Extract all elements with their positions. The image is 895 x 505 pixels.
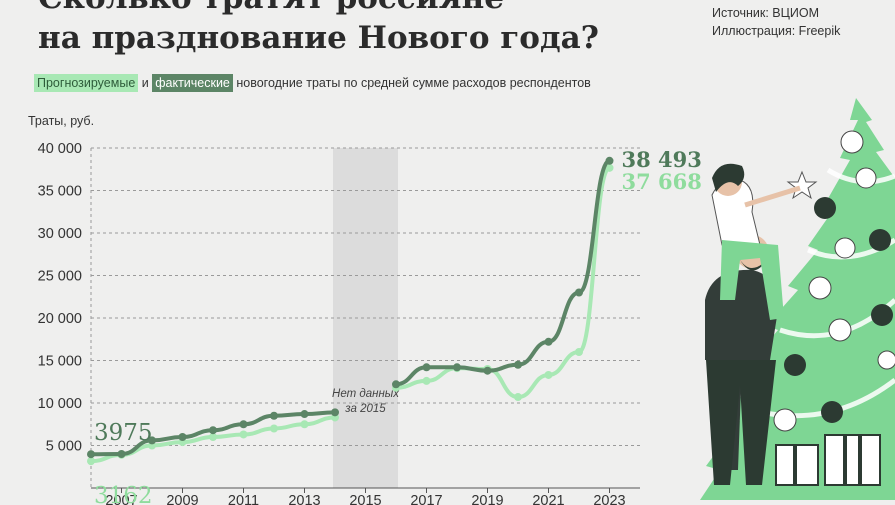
data-point-actual: [148, 436, 156, 445]
data-point-forecast: [422, 376, 431, 385]
ornament: [871, 304, 893, 326]
y-tick-label: 40 000: [38, 141, 82, 157]
y-tick-label: 35 000: [38, 184, 82, 200]
data-point-forecast: [87, 457, 95, 466]
grid-lines: [90, 147, 640, 488]
y-tick-label: 5 000: [46, 439, 82, 455]
data-point-actual: [239, 420, 248, 429]
father-beard: [738, 256, 768, 271]
x-tick-label: 2011: [228, 493, 259, 505]
ornament: [821, 401, 843, 423]
no-data-note-line2: за 2015: [344, 403, 386, 415]
x-tick-label: 2023: [593, 493, 625, 505]
data-point-actual: [514, 360, 522, 369]
gift-stripes: [793, 435, 862, 485]
end-label-forecast: 37 668: [622, 169, 702, 194]
source-block: Источник: ВЦИОМ Иллюстрация: Freepik: [712, 4, 840, 40]
x-tick-label: 2009: [166, 493, 198, 505]
illustration-credit: Иллюстрация: Freepik: [712, 24, 841, 38]
data-point-forecast: [605, 163, 614, 172]
ornament: [808, 276, 832, 300]
source-text: Источник: ВЦИОМ: [712, 6, 820, 20]
title-line-1: Сколько тратят россияне: [38, 0, 504, 16]
series-lines: [87, 156, 614, 466]
y-tick-label: 15 000: [38, 354, 82, 370]
data-point-actual: [87, 450, 95, 459]
girl-hair: [712, 163, 745, 192]
start-label-forecast: 3162: [94, 483, 153, 505]
y-tick-label: 25 000: [38, 269, 82, 285]
y-tick-label: 20 000: [38, 311, 82, 327]
ornament: [840, 130, 864, 154]
data-point-actual: [392, 380, 400, 389]
family-tree-illustration: [700, 98, 895, 500]
ornament: [773, 408, 797, 432]
girl-arm: [744, 185, 801, 208]
x-tick-labels: 2007 2009 2011 2013 2015 2017 2019 2021 2023: [105, 488, 626, 505]
x-tick-label: 2019: [471, 493, 503, 505]
series-line-actual: [394, 158, 612, 387]
data-point-actual: [331, 408, 339, 417]
data-point-forecast: [239, 430, 248, 439]
forecast-legend: Прогнозируемые: [34, 74, 139, 92]
x-tick-label: 2013: [288, 493, 320, 505]
chart-area: 5 000 10 000 15 000 20 000 25 000 30 000 35 00…: [28, 114, 702, 505]
x-tick-label: 2017: [410, 493, 442, 505]
data-point-actual: [178, 433, 187, 441]
x-tick-label: 2021: [532, 493, 564, 505]
x-tick-label: 2007: [105, 493, 137, 505]
series-line-forecast: [394, 165, 612, 400]
ornament: [784, 354, 806, 376]
data-point-actual: [575, 288, 583, 297]
data-point-actual: [422, 363, 431, 372]
star-icon: [786, 170, 818, 200]
chart-title: Сколько тратят россияне на празднование …: [38, 0, 599, 58]
y-axis-label: Траты, руб.: [28, 114, 94, 128]
data-point-actual: [117, 450, 126, 458]
no-data-band: [333, 148, 398, 488]
data-point-actual: [483, 366, 492, 375]
ornament: [869, 229, 891, 251]
gift-box: [824, 434, 881, 486]
ornament: [855, 167, 877, 189]
x-tick-label: 2015: [349, 493, 381, 505]
y-tick-label: 30 000: [38, 226, 82, 242]
no-data-note-line1: Нет данных: [332, 388, 400, 400]
data-point-actual: [270, 411, 278, 420]
data-point-actual: [605, 156, 614, 165]
end-label-actual: 38 493: [622, 147, 702, 172]
ornament: [814, 197, 836, 219]
y-tick-label: 10 000: [38, 396, 82, 412]
subtitle-and: и: [138, 76, 153, 90]
title-line-2: на празднование Нового года?: [38, 20, 599, 56]
actual-legend: фактические: [152, 74, 233, 92]
data-point-forecast: [544, 370, 553, 379]
chart-subtitle: Прогнозируемые и фактические новогодние …: [34, 74, 591, 92]
subtitle-rest: новогодние траты по средней сумме расход…: [232, 76, 591, 90]
ornament: [834, 237, 856, 259]
data-point-forecast: [270, 424, 278, 433]
ornament: [828, 318, 852, 342]
data-point-actual: [453, 363, 461, 372]
data-point-actual: [300, 410, 309, 419]
data-point-forecast: [575, 348, 583, 356]
data-point-actual: [544, 337, 553, 346]
y-tick-labels: 5 000 10 000 15 000 20 000 25 000 30 000 35 00…: [38, 141, 82, 455]
father-legs: [706, 360, 776, 485]
ornament: [877, 350, 895, 370]
data-point-forecast: [209, 433, 217, 441]
girl-legs: [720, 240, 784, 320]
data-point-actual: [209, 426, 217, 435]
start-label-actual: 3975: [94, 420, 153, 446]
data-point-forecast: [514, 393, 522, 402]
data-point-forecast: [300, 420, 309, 429]
